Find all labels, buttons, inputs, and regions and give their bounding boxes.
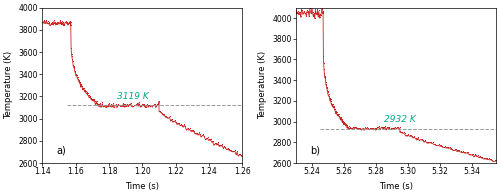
Text: b): b) <box>310 146 320 156</box>
Text: 2932 K: 2932 K <box>384 115 416 124</box>
Y-axis label: Temperature (K): Temperature (K) <box>258 51 266 120</box>
X-axis label: Time (s): Time (s) <box>379 182 413 191</box>
Text: 3119 K: 3119 K <box>118 92 149 101</box>
X-axis label: Time (s): Time (s) <box>126 182 160 191</box>
Text: a): a) <box>56 146 66 156</box>
Y-axis label: Temperature (K): Temperature (K) <box>4 51 13 120</box>
